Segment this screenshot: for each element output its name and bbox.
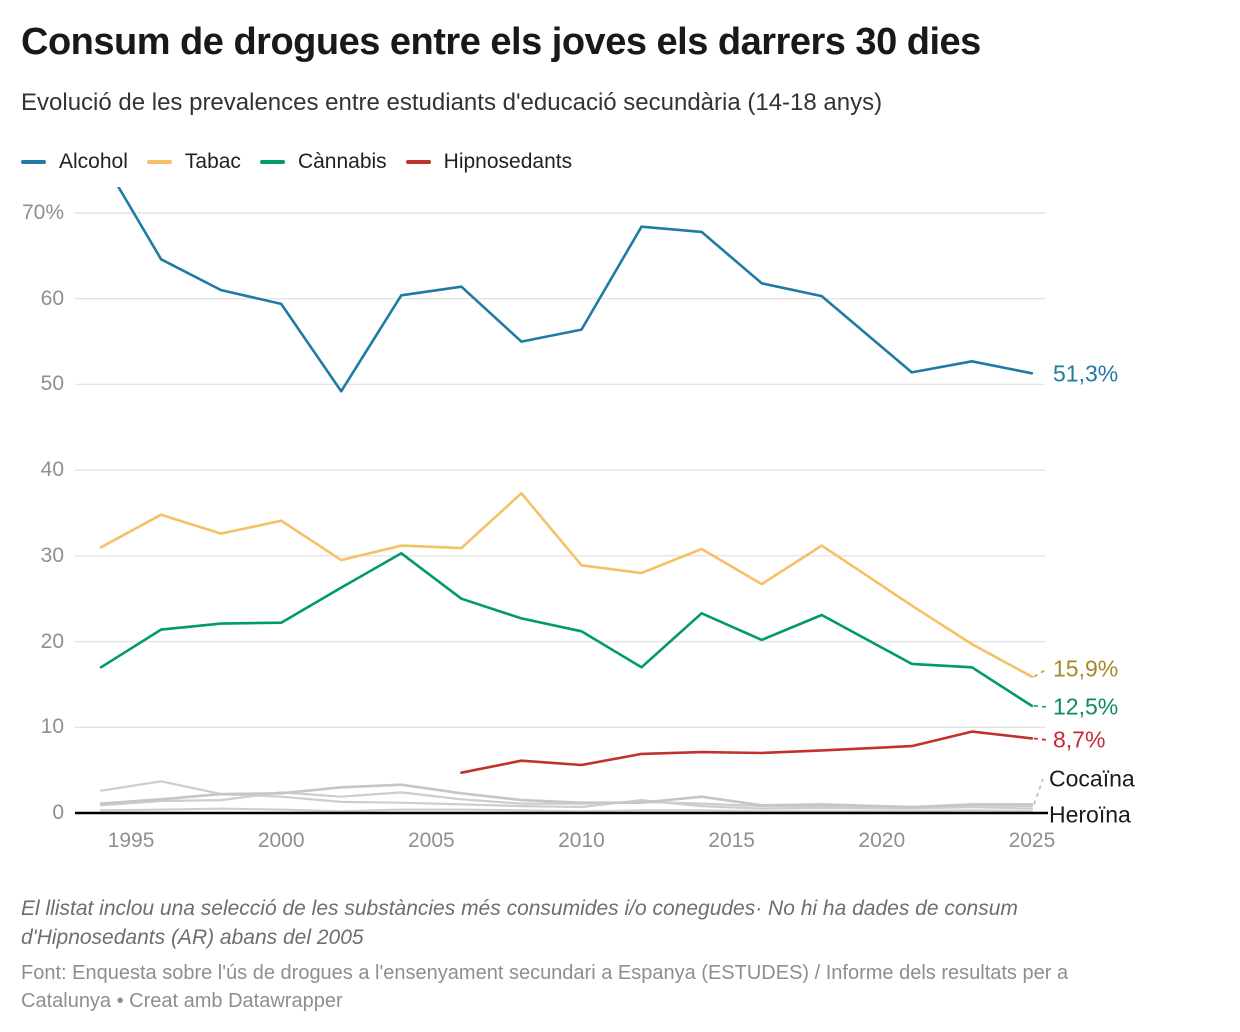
legend-swatch-alcohol [21, 160, 46, 164]
end-label-tabac: 15,9% [1053, 655, 1119, 682]
y-tick-label-50: 50 [40, 372, 64, 396]
connector-cocaina [1033, 778, 1044, 805]
legend-swatch-hipnosedants [405, 160, 431, 164]
line-cannabis [99, 551, 1034, 708]
end-label-heroina: Heroïna [1049, 801, 1131, 828]
line-hipnosedants [460, 730, 1034, 775]
legend-label-cannabis: Cànnabis [297, 150, 387, 173]
connector-cannabis [1033, 705, 1048, 708]
y-tick-label-40: 40 [40, 458, 64, 482]
legend-item-hipnosedants: Hipnosedants [405, 150, 573, 174]
y-tick-label-60: 60 [40, 286, 64, 310]
chart-footnote: El llistat inclou una selecció de les su… [21, 897, 1018, 949]
line-cocaina [99, 783, 1034, 809]
chart-title: Consum de drogues entre els joves els da… [21, 21, 981, 63]
end-label-hipnosedants: 8,7% [1053, 726, 1106, 753]
legend-swatch-cannabis [259, 160, 285, 164]
y-tick-label-30: 30 [40, 543, 64, 567]
x-tick-label-2025: 2025 [1008, 829, 1056, 852]
end-label-alcohol: 51,3% [1053, 360, 1119, 387]
line-alcohol [116, 187, 1034, 393]
legend-label-tabac: Tabac [184, 150, 241, 173]
legend-label-alcohol: Alcohol [59, 150, 128, 173]
connector-hipnosedants [1033, 737, 1048, 741]
chart-source: Font: Enquesta sobre l'ús de drogues a l… [21, 962, 1069, 1012]
y-tick-label-0: 0 [52, 801, 64, 824]
y-tick-label-20: 20 [40, 629, 64, 653]
legend: Alcohol Tabac Cànnabis Hipnosedants [21, 150, 591, 174]
legend-item-tabac: Tabac [146, 150, 241, 174]
line-tabac [99, 491, 1034, 679]
x-tick-label-2020: 2020 [858, 829, 906, 852]
x-tick-label-2005: 2005 [407, 829, 455, 852]
end-label-cocaina: Cocaïna [1049, 765, 1135, 792]
end-label-cannabis: 12,5% [1053, 693, 1119, 720]
legend-label-hipnosedants: Hipnosedants [443, 150, 573, 173]
x-tick-label-2015: 2015 [708, 829, 755, 852]
connector-tabac [1033, 668, 1048, 678]
y-tick-label-70: 70% [21, 201, 64, 224]
legend-swatch-tabac [146, 160, 172, 164]
legend-item-cannabis: Cànnabis [259, 150, 387, 174]
legend-item-alcohol: Alcohol [21, 150, 128, 174]
line-heroina [99, 807, 1034, 813]
chart-subtitle: Evolució de les prevalences entre estudi… [21, 89, 883, 116]
x-tick-label-2000: 2000 [257, 829, 305, 852]
x-tick-label-1995: 1995 [107, 829, 155, 852]
x-tick-label-2010: 2010 [558, 829, 605, 852]
y-tick-label-10: 10 [40, 715, 64, 739]
